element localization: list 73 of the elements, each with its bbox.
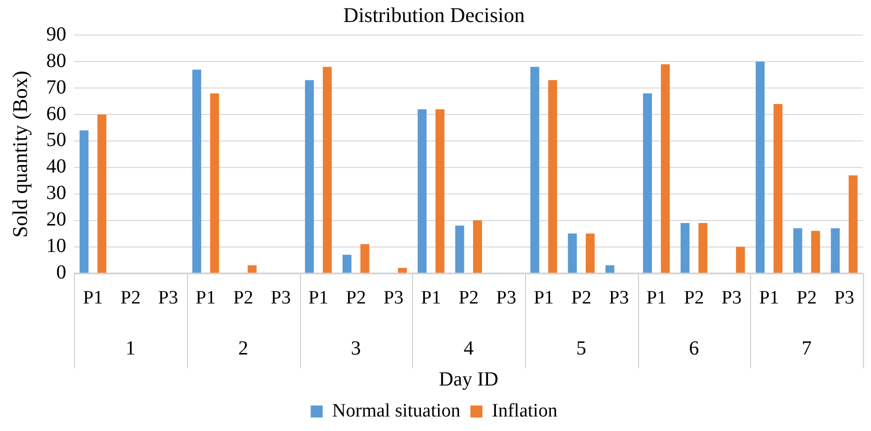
bar	[793, 228, 802, 273]
chart-title: Distribution Decision	[343, 3, 526, 28]
bar	[398, 268, 407, 273]
text: 1	[126, 337, 136, 360]
bar	[548, 80, 558, 273]
text: 3	[350, 337, 361, 360]
x-tick-label: P2	[571, 288, 592, 309]
y-tick-label: 10	[46, 235, 66, 258]
text: 4	[464, 337, 474, 360]
bar	[304, 80, 314, 273]
x-tick-label: P1	[421, 288, 442, 309]
y-tick-label: 0	[56, 261, 66, 284]
text: 2	[238, 337, 248, 360]
bar	[605, 265, 614, 273]
bar	[418, 109, 427, 273]
bar	[568, 234, 577, 273]
legend-label: Inflation	[492, 400, 558, 422]
text: 6	[688, 337, 699, 360]
x-tick-label: P2	[796, 288, 817, 309]
bar	[848, 175, 858, 273]
bar	[210, 93, 220, 273]
x-axis-title: Day ID	[438, 368, 498, 390]
x-tick-label: P2	[120, 288, 141, 309]
x-tick-label: P1	[759, 288, 780, 309]
x-tick-label: P3	[834, 288, 854, 309]
bar	[736, 246, 745, 273]
x-tick-label: P1	[534, 288, 554, 309]
bar	[360, 244, 370, 273]
x-tick-label: P1	[646, 288, 666, 309]
y-tick-label: 70	[46, 76, 66, 98]
bar	[586, 234, 595, 273]
bar	[830, 228, 840, 273]
y-tick-label: 40	[46, 156, 66, 178]
bar	[774, 104, 782, 273]
x-tick-label: P2	[346, 288, 366, 309]
x-tick-label: P3	[270, 288, 291, 309]
x-tick-label: P1	[308, 288, 328, 309]
bar	[248, 265, 257, 273]
bar	[97, 114, 106, 273]
bar	[80, 130, 89, 273]
y-axis-title: Sold quantity (Box)	[8, 70, 32, 238]
bar	[342, 254, 352, 273]
bar	[643, 93, 652, 273]
y-tick-label: 30	[46, 182, 66, 204]
bar	[660, 64, 670, 273]
bar	[455, 226, 464, 273]
x-tick-label: P3	[608, 288, 629, 309]
bar	[698, 222, 708, 273]
bar	[811, 230, 820, 273]
bar	[530, 66, 540, 273]
y-tick-label: 60	[46, 102, 66, 125]
bar	[680, 222, 690, 273]
bar	[322, 66, 332, 273]
x-tick-label: P1	[82, 288, 104, 309]
x-tick-label: P2	[684, 288, 704, 309]
bar	[192, 70, 202, 273]
x-tick-label: P3	[383, 288, 404, 309]
y-tick-label: 90	[46, 23, 66, 46]
x-tick-label: P1	[196, 288, 216, 309]
bar	[473, 220, 482, 273]
x-tick-label: P3	[721, 288, 742, 309]
text: 7	[802, 337, 812, 360]
bar	[756, 62, 765, 273]
y-tick-label: 80	[46, 50, 66, 72]
x-tick-label: P2	[233, 288, 254, 309]
legend-label: Normal situation	[332, 400, 461, 422]
x-tick-label: P3	[496, 288, 516, 309]
y-tick-label: 50	[46, 129, 66, 152]
text: 5	[576, 337, 586, 360]
bar	[436, 109, 444, 273]
x-tick-label: P2	[458, 288, 479, 309]
x-tick-label: P3	[158, 288, 178, 309]
y-tick-label: 20	[46, 208, 66, 231]
